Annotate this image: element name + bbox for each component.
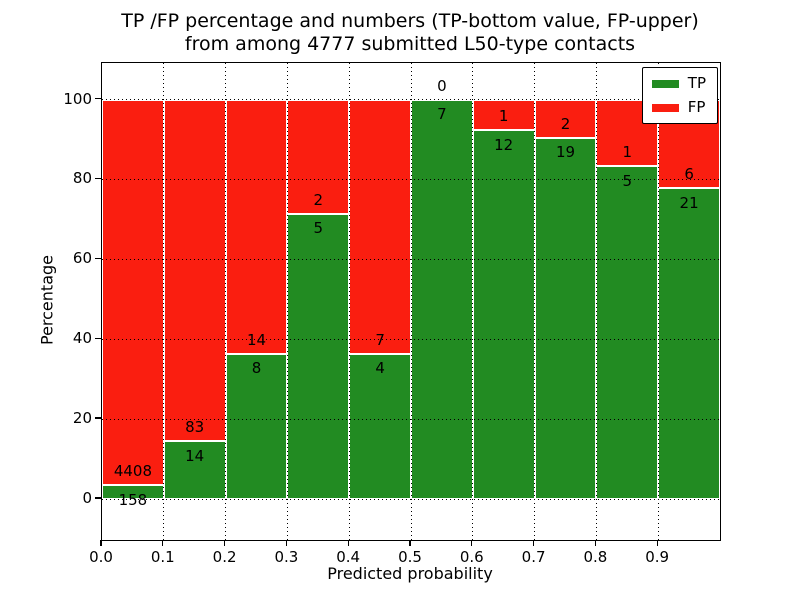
bar-fp-segment bbox=[225, 99, 288, 354]
fp-count-label: 4408 bbox=[113, 462, 152, 481]
chart-title-line2: from among 4777 submitted L50-type conta… bbox=[184, 33, 636, 55]
value-labels-layer: 4408 158 83 14 14 8 2 5 7 4 0 7 1 12 2 19 1 5 6 21 bbox=[102, 63, 720, 540]
tp-count-label: 5 bbox=[313, 219, 324, 238]
fp-count-label: 14 bbox=[246, 330, 267, 349]
y-tick-mark bbox=[95, 177, 101, 180]
x-tick-label: 0.9 bbox=[645, 548, 670, 566]
x-tick-mark bbox=[471, 540, 473, 546]
x-axis-title: Predicted probability bbox=[327, 564, 493, 583]
legend-row: FP bbox=[651, 98, 706, 116]
fp-count-label: 1 bbox=[498, 107, 509, 126]
x-tick-label: 0.4 bbox=[336, 548, 361, 566]
x-tick-mark bbox=[594, 540, 597, 546]
fp-count-label: 7 bbox=[375, 330, 385, 349]
x-tick-mark bbox=[100, 540, 102, 546]
x-tick-label: 0.8 bbox=[583, 548, 608, 566]
fp-count-label: 1 bbox=[622, 143, 633, 162]
y-tick-label: 80 bbox=[72, 169, 92, 188]
y-tick-label: 40 bbox=[72, 329, 92, 348]
legend-swatch-tp bbox=[651, 79, 679, 88]
bar-fp-segment bbox=[163, 99, 226, 442]
x-tick-label: 0.6 bbox=[459, 548, 484, 566]
bar-tp-segment bbox=[534, 137, 597, 499]
x-tick-label: 0.0 bbox=[89, 548, 113, 566]
legend-label-fp: FP bbox=[687, 98, 706, 116]
tp-count-label: 19 bbox=[555, 143, 576, 162]
x-tick-mark bbox=[656, 540, 658, 546]
bar-tp-segment bbox=[163, 441, 226, 499]
bar-tp-segment bbox=[287, 213, 350, 499]
bar-fp-segment bbox=[534, 99, 597, 138]
x-tick-mark bbox=[532, 540, 535, 546]
tp-count-label: 7 bbox=[437, 104, 447, 123]
y-tick-mark bbox=[95, 257, 101, 260]
tp-count-label: 12 bbox=[494, 135, 514, 154]
x-tick-mark bbox=[347, 540, 349, 546]
y-tick-label: 100 bbox=[63, 89, 92, 108]
y-tick-label: 60 bbox=[72, 249, 92, 268]
fp-count-label: 6 bbox=[684, 165, 694, 184]
tp-count-label: 4 bbox=[375, 359, 385, 378]
x-tick-label: 0.3 bbox=[274, 548, 299, 566]
x-tick-mark bbox=[162, 540, 164, 546]
y-tick-mark bbox=[95, 417, 101, 419]
y-tick-label: 20 bbox=[72, 409, 92, 428]
tp-count-label: 158 bbox=[118, 490, 148, 509]
chart-title: TP /FP percentage and numbers (TP-bottom… bbox=[101, 10, 719, 56]
legend-row: TP bbox=[651, 74, 706, 92]
legend: TP FP bbox=[641, 67, 718, 124]
fp-count-label: 0 bbox=[437, 76, 447, 95]
fp-count-label: 83 bbox=[185, 418, 205, 437]
legend-swatch-fp bbox=[651, 103, 679, 112]
tp-count-label: 8 bbox=[251, 359, 262, 378]
x-tick-mark bbox=[409, 540, 411, 546]
tp-count-label: 21 bbox=[679, 193, 699, 212]
legend-label-tp: TP bbox=[687, 74, 706, 92]
y-tick-mark bbox=[95, 97, 101, 100]
tp-count-label: 14 bbox=[185, 446, 205, 465]
tp-count-label: 5 bbox=[622, 171, 633, 190]
fp-count-label: 2 bbox=[560, 114, 571, 133]
plot-area: 4408 158 83 14 14 8 2 5 7 4 0 7 1 12 2 19 1 5 6 21 TP FP bbox=[101, 62, 721, 541]
fp-count-label: 2 bbox=[313, 190, 324, 209]
x-tick-label: 0.7 bbox=[521, 548, 546, 566]
x-tick-mark bbox=[285, 540, 288, 546]
y-tick-mark bbox=[95, 497, 101, 499]
bar-tp-segment bbox=[411, 99, 473, 499]
y-tick-label: 0 bbox=[82, 489, 92, 507]
bar-tp-segment bbox=[658, 188, 720, 499]
chart-title-line1: TP /FP percentage and numbers (TP-bottom… bbox=[121, 10, 699, 32]
x-tick-label: 0.2 bbox=[212, 548, 237, 566]
x-tick-label: 0.1 bbox=[150, 548, 175, 566]
x-tick-mark bbox=[223, 540, 226, 546]
y-tick-mark bbox=[95, 337, 101, 339]
x-tick-label: 0.5 bbox=[398, 548, 422, 566]
